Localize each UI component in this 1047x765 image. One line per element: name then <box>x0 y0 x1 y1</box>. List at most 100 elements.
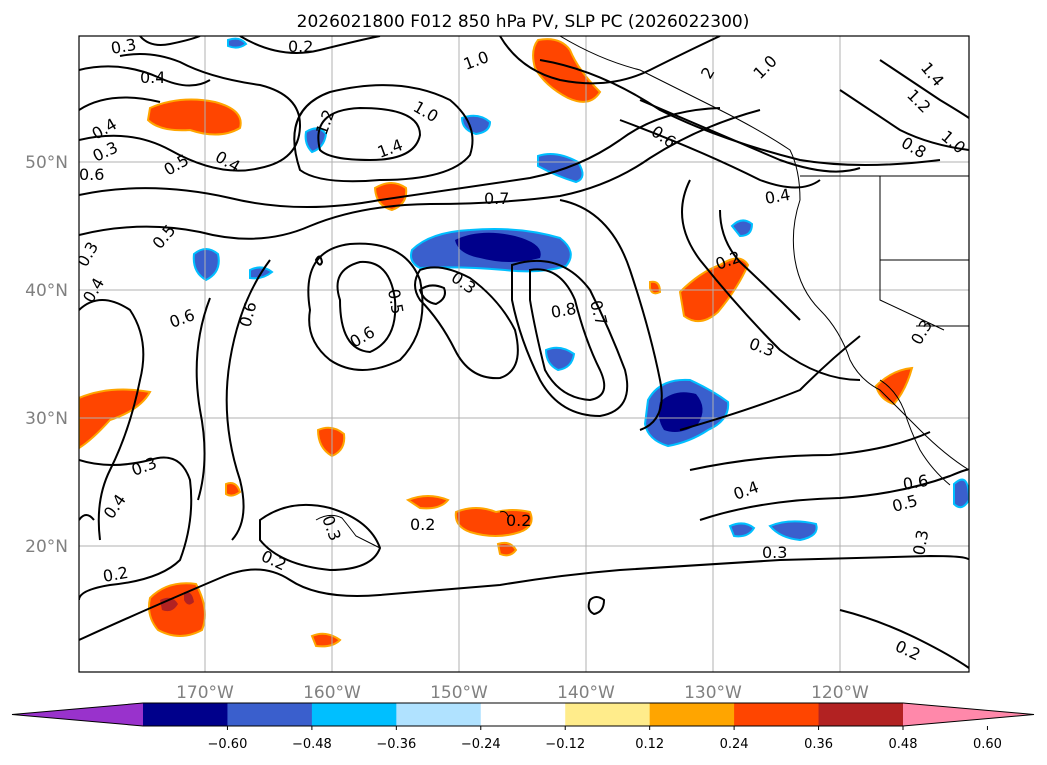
colorbar-tick-label: −0.24 <box>461 737 501 752</box>
pv-positive-region <box>649 280 662 295</box>
contour-label: 0.5 <box>384 287 407 315</box>
pv-negative-region <box>227 37 248 49</box>
pv-negative-region <box>192 248 220 282</box>
lat-label: 50°N <box>25 153 68 173</box>
colorbar-tick-label: −0.36 <box>376 737 416 752</box>
slp-contour <box>307 242 424 371</box>
colorbar-swatch <box>565 703 651 726</box>
pv-negative-region <box>953 478 969 509</box>
lon-label: 140°W <box>557 683 615 703</box>
contour-label: 0.2 <box>506 511 531 530</box>
slp-contour <box>559 199 663 431</box>
slp-contour <box>79 107 721 209</box>
pv-negative-region <box>768 520 818 542</box>
lon-label: 120°W <box>811 683 869 703</box>
pv-positive-region <box>225 482 242 497</box>
slp-contour <box>539 59 941 166</box>
contour-label: 0.6 <box>901 471 929 494</box>
slp-contour <box>79 554 969 641</box>
lon-label: 160°W <box>303 683 361 703</box>
island <box>315 514 381 549</box>
slp-contour <box>587 596 606 616</box>
pv-negative-region <box>658 392 703 432</box>
lon-label: 170°W <box>176 683 234 703</box>
colorbar: −0.60 −0.48 −0.36 −0.24 −0.12 0.12 0.24 0.36 0.4… <box>11 702 1035 752</box>
colorbar-swatch <box>818 703 904 726</box>
slp-contour <box>139 36 201 46</box>
slp-contour <box>225 259 271 541</box>
slp-contour <box>719 209 801 321</box>
slp-contour <box>839 89 969 151</box>
slp-contour <box>689 431 931 471</box>
slp-contour <box>418 284 446 306</box>
pv-positive-region <box>373 182 408 212</box>
coastline <box>559 36 969 471</box>
slp-contour <box>699 468 969 521</box>
lon-label: 150°W <box>430 683 488 703</box>
contour-label: 0.3 <box>109 35 137 58</box>
pv-positive-region <box>405 495 450 510</box>
slp-contour <box>79 109 761 240</box>
slp-contour <box>679 335 861 431</box>
slp-contour <box>879 59 969 119</box>
contour-label: 0.3 <box>909 528 932 556</box>
colorbar-tick-label: 0.24 <box>720 737 749 752</box>
lon-label: 130°W <box>684 683 742 703</box>
contour-label: 0.2 <box>288 37 313 56</box>
slp-contour <box>79 299 145 541</box>
colorbar-tick-label: −0.60 <box>208 737 248 752</box>
figure-title: 2026021800 F012 850 hPa PV, SLP PC (2026… <box>297 12 750 32</box>
pv-negative-region <box>460 114 492 136</box>
coastlines <box>315 36 969 549</box>
contour-label: 0.7 <box>484 189 509 208</box>
map-frame <box>78 35 970 673</box>
slp-contour <box>336 260 397 354</box>
negative-pv-regions <box>192 37 969 542</box>
pv-positive-region <box>454 507 533 537</box>
colorbar-tick-label: −0.48 <box>292 737 332 752</box>
slp-contour <box>314 255 324 266</box>
colorbar-swatch <box>480 703 566 726</box>
slp-contour <box>79 65 211 87</box>
colorbar-tick-label: 0.60 <box>973 737 1002 752</box>
contour-label: 0.2 <box>101 563 129 586</box>
longitude-labels: 170°W 160°W 150°W 140°W 130°W 120°W <box>176 683 869 703</box>
slp-contour <box>511 259 629 418</box>
contour-label: 0.8 <box>549 299 577 322</box>
colorbar-swatch <box>734 703 820 726</box>
slp-contour <box>414 266 519 380</box>
positive-pv-regions <box>79 38 914 648</box>
map-gridlines <box>79 36 969 672</box>
slp-contour <box>317 106 422 162</box>
pv-negative-region <box>730 219 754 238</box>
slp-contour <box>79 514 95 521</box>
pv-positive-region <box>310 632 342 648</box>
pv-positive-region <box>532 38 602 103</box>
pv-positive-region <box>148 582 206 637</box>
contour-label: 0.6 <box>79 165 104 184</box>
slp-contour <box>681 179 861 381</box>
colorbar-swatch <box>311 703 397 726</box>
lat-label: 20°N <box>25 537 68 557</box>
slp-contour <box>639 99 861 173</box>
slp-contour <box>79 456 193 601</box>
slp-contours <box>79 36 969 669</box>
map-plot-area: 0.3 0.4 0.2 0.3 1.0 2 1.0 1.4 1.2 0.8 1.… <box>79 35 969 672</box>
pv-positive-region <box>146 98 242 136</box>
slp-contour <box>293 84 474 183</box>
slp-contour <box>839 609 969 669</box>
contour-label: 0.4 <box>140 68 165 87</box>
colorbar-extend-low <box>12 703 143 726</box>
colorbar-swatch <box>227 703 313 726</box>
state-border <box>879 176 945 331</box>
slp-contour <box>195 297 211 501</box>
lat-label: 40°N <box>25 281 68 301</box>
lat-label: 30°N <box>25 409 68 429</box>
colorbar-swatch <box>396 703 482 726</box>
contour-label: 0.4 <box>763 185 791 208</box>
contour-label: 0.2 <box>410 515 435 534</box>
slp-contour <box>79 53 302 172</box>
contour-label: 0.3 <box>762 543 787 562</box>
latitude-labels: 50°N 40°N 30°N 20°N <box>25 153 68 557</box>
